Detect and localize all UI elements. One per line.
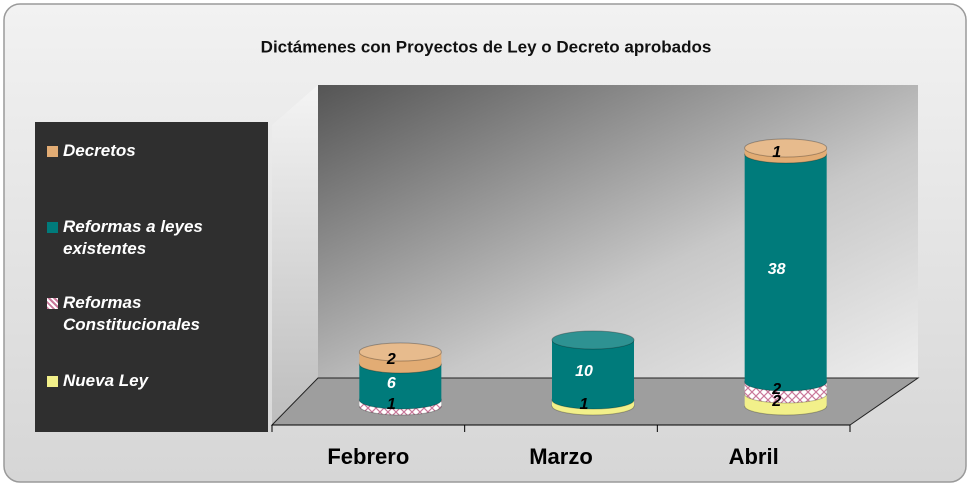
- legend-label: Reformas a leyes existentes: [63, 217, 203, 258]
- legend-swatch: [47, 376, 58, 387]
- value-label: 2: [771, 381, 781, 398]
- x-tick-label: Febrero: [327, 444, 409, 469]
- legend-label: Reformas Constitucionales: [63, 293, 200, 334]
- legend-swatch: [47, 146, 58, 157]
- value-label: 2: [771, 393, 781, 410]
- legend-entry: Reformas a leyes existentes: [47, 216, 278, 260]
- cylinder-segment: [744, 138, 828, 164]
- x-tick-label: Marzo: [529, 444, 593, 469]
- legend-entry: Reformas Constitucionales: [47, 292, 278, 336]
- cylinder-segment: [551, 330, 635, 410]
- side-wall: [272, 85, 318, 425]
- value-label: 1: [580, 396, 589, 413]
- value-label: 1: [387, 396, 396, 413]
- legend-swatch: [47, 222, 58, 233]
- legend-label: Decretos: [63, 141, 136, 160]
- x-tick-label: Abril: [729, 444, 779, 469]
- legend-entry: Nueva Ley: [47, 370, 278, 392]
- cylinder-segment: [744, 154, 828, 392]
- value-label: 6: [387, 375, 396, 392]
- cylinder-segment: [358, 342, 442, 374]
- chart-title: Dictámenes con Proyectos de Ley o Decret…: [261, 37, 712, 56]
- value-label: 1: [772, 144, 781, 161]
- legend-swatch: [47, 298, 58, 309]
- value-label: 10: [575, 363, 593, 380]
- legend: Decretos Reformas a leyes existentes Refor…: [35, 122, 268, 432]
- legend-label: Nueva Ley: [63, 371, 149, 390]
- value-label: 2: [386, 351, 396, 368]
- legend-entry: Decretos: [47, 140, 278, 162]
- value-label: 38: [768, 261, 786, 278]
